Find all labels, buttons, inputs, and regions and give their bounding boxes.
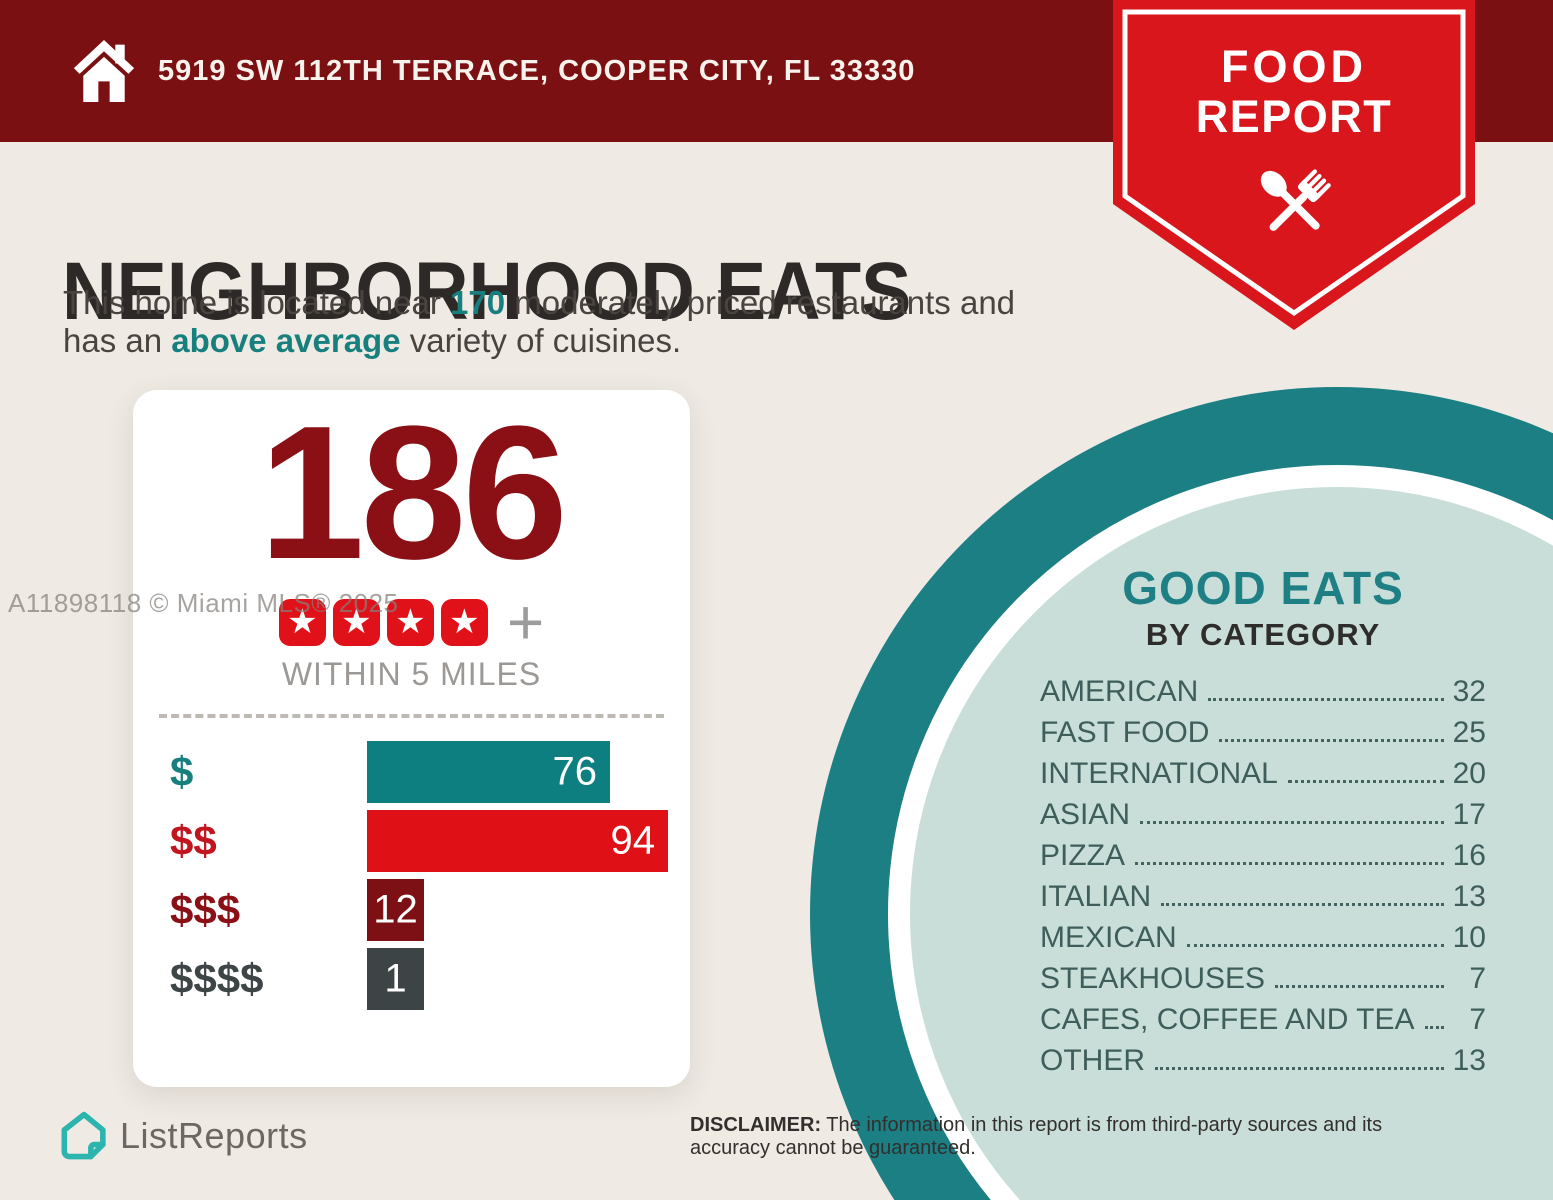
bar-value: 94 (610, 818, 656, 863)
category-value: 20 (1452, 757, 1486, 790)
restaurant-count-highlight: 170 (450, 284, 506, 321)
leader-dots (1275, 985, 1444, 988)
category-value: 7 (1469, 1003, 1486, 1036)
price-tier-label: $$$$ (170, 955, 264, 1002)
home-icon (73, 39, 135, 103)
listreports-wordmark: ListReports (120, 1115, 308, 1156)
page-title: NEIGHBORHOOD EATS (62, 245, 912, 337)
pennant-ribbon (1113, 0, 1475, 330)
yelp-star-icon: ★ (278, 598, 326, 646)
price-tier-label: $$ (170, 817, 217, 864)
category-label: CAFES, COFFEE AND TEA (1040, 1003, 1415, 1036)
category-row: ITALIAN 13 (1040, 882, 1486, 912)
badge-line1: FOOD (1221, 41, 1367, 92)
leader-dots (1135, 862, 1444, 865)
crossed-spoon-fork-icon (1260, 169, 1331, 231)
subtitle-text: This home is located near (63, 284, 451, 321)
bar-value: 12 (373, 887, 418, 932)
star-rating: ★ ★ ★ ★ + (133, 586, 690, 658)
disclaimer-text-1: The information in this report is from t… (821, 1114, 1383, 1136)
category-row: INTERNATIONAL 20 (1040, 759, 1486, 789)
yelp-star-icon: ★ (440, 598, 488, 646)
bar: 1 (367, 948, 424, 1010)
bar-value: 1 (384, 956, 407, 1001)
category-row: FAST FOOD 25 (1040, 718, 1486, 748)
good-eats-panel: GOOD EATS BY CATEGORY AMERICAN 32 FAST FO… (1040, 562, 1486, 1087)
category-value: 16 (1452, 839, 1486, 872)
variety-highlight: above average (171, 322, 401, 359)
leader-dots (1424, 1026, 1444, 1029)
listreports-logo-icon (61, 1111, 106, 1160)
good-eats-title: GOOD EATS (1122, 562, 1404, 614)
price-tier-bar-chart: $ 76 $$ 94 $$$ 12 $$$$ 1 (133, 741, 690, 1017)
badge-line2: REPORT (1195, 91, 1393, 142)
category-value: 17 (1452, 798, 1486, 831)
bar-row: $$$ 12 (133, 879, 690, 941)
category-row: ASIAN 17 (1040, 800, 1486, 830)
property-address: 5919 SW 112TH TERRACE, COOPER CITY, FL 3… (158, 54, 916, 87)
category-row: OTHER 13 (1040, 1046, 1486, 1076)
bar-value: 76 (552, 749, 598, 794)
bar-row: $$ 94 (133, 810, 690, 872)
food-report-badge: FOOD REPORT (1113, 0, 1475, 332)
category-label: PIZZA (1040, 839, 1126, 872)
disclaimer: DISCLAIMER: The information in this repo… (690, 1114, 1382, 1160)
category-row: STEAKHOUSES 7 (1040, 964, 1486, 994)
category-label: AMERICAN (1040, 675, 1199, 708)
badge-title: FOOD REPORT (1113, 42, 1475, 142)
leader-dots (1219, 739, 1444, 742)
category-label: MEXICAN (1040, 921, 1177, 954)
good-eats-circle (888, 465, 1553, 1200)
good-eats-subtitle: BY CATEGORY (1145, 617, 1381, 652)
restaurant-summary-card: 186 ★ ★ ★ ★ + WITHIN 5 MILES $ 76 $$ 94 $$$ (133, 390, 690, 1087)
subtitle-text: variety of cuisines. (400, 322, 682, 359)
subtitle-text: has an (63, 322, 172, 359)
category-value: 13 (1452, 880, 1486, 913)
category-value: 32 (1452, 675, 1486, 708)
leader-dots (1287, 780, 1444, 783)
category-value: 13 (1452, 1044, 1486, 1077)
price-tier-label: $ (170, 748, 194, 795)
price-tier-label: $$$ (170, 886, 241, 933)
dashed-divider (159, 714, 664, 718)
bar-row: $$$$ 1 (133, 948, 690, 1010)
leader-dots (1186, 944, 1444, 947)
listreports-brand: ListReports (60, 1110, 308, 1162)
leader-dots (1155, 1067, 1444, 1070)
bar: 94 (367, 810, 668, 872)
mls-watermark: A11898118 © Miami MLS® 2025 (8, 588, 399, 618)
category-label: ITALIAN (1040, 880, 1152, 913)
yelp-star-icon: ★ (386, 598, 434, 646)
leader-dots (1208, 698, 1444, 701)
disclaimer-text-2: accuracy cannot be guaranteed. (690, 1137, 976, 1159)
category-value: 10 (1452, 921, 1486, 954)
category-value: 7 (1469, 962, 1486, 995)
category-list: AMERICAN 32 FAST FOOD 25 INTERNATIONAL 20 A… (1040, 677, 1486, 1076)
category-row: PIZZA 16 (1040, 841, 1486, 871)
restaurant-total-count: 186 (258, 387, 568, 599)
category-label: STEAKHOUSES (1040, 962, 1266, 995)
category-value: 25 (1452, 716, 1486, 749)
yelp-star-icon: ★ (332, 598, 380, 646)
category-label: ASIAN (1040, 798, 1131, 831)
category-label: INTERNATIONAL (1040, 757, 1278, 790)
category-label: FAST FOOD (1040, 716, 1210, 749)
bar: 76 (367, 741, 610, 803)
subtitle-text: moderately priced restaurants and (505, 284, 1016, 321)
bar-row: $ 76 (133, 741, 690, 803)
radius-caption: WITHIN 5 MILES (281, 656, 542, 692)
page-subtitle: This home is located near 170 moderately… (63, 284, 1015, 360)
plus-icon: + (506, 586, 545, 658)
category-row: AMERICAN 32 (1040, 677, 1486, 707)
leader-dots (1161, 903, 1444, 906)
category-row: CAFES, COFFEE AND TEA 7 (1040, 1005, 1486, 1035)
disclaimer-label: DISCLAIMER: (690, 1114, 822, 1136)
leader-dots (1140, 821, 1444, 824)
category-label: OTHER (1040, 1044, 1145, 1077)
category-row: MEXICAN 10 (1040, 923, 1486, 953)
bar: 12 (367, 879, 424, 941)
